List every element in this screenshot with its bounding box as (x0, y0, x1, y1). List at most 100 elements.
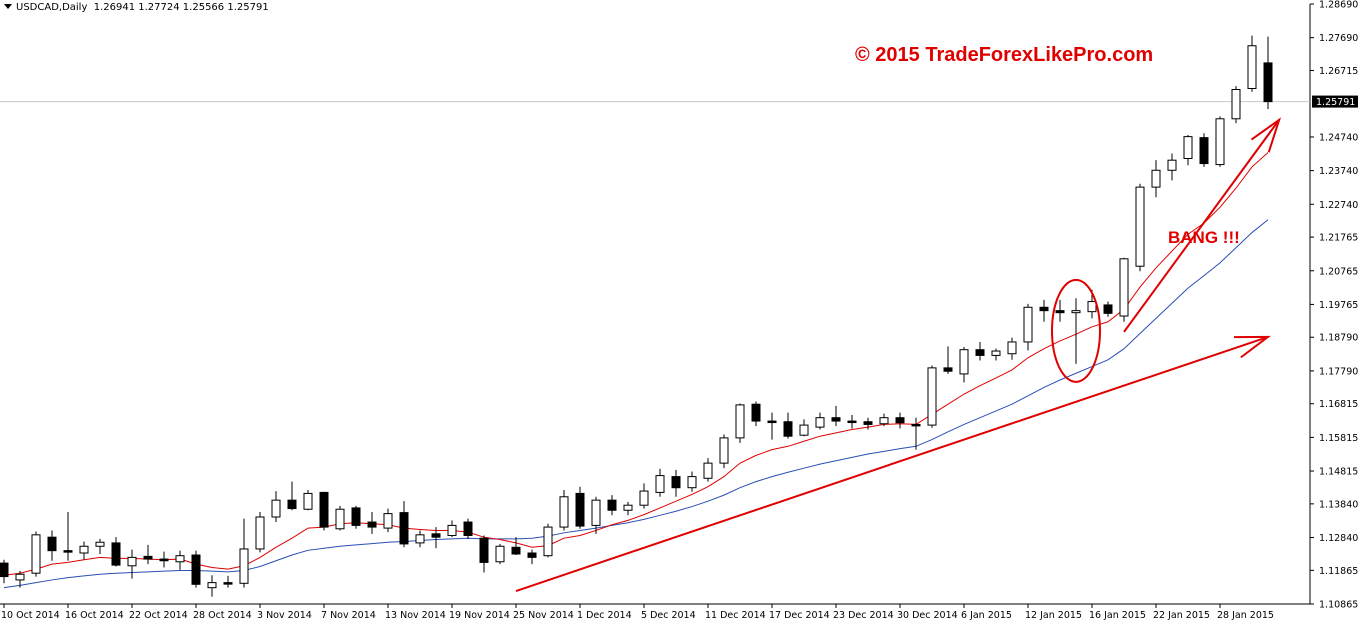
bearish-candle (767, 420, 777, 424)
bearish-candle (895, 417, 905, 424)
bearish-candle (0, 562, 9, 578)
symbol-label: USDCAD,Daily (16, 2, 88, 13)
price-tick-label: 1.12840 (1319, 533, 1358, 544)
bearish-candle (943, 367, 953, 372)
long-term-trend-arrow (515, 335, 1269, 592)
bullish-candle (255, 516, 265, 550)
time-tick-label: 28 Oct 2014 (193, 610, 252, 621)
time-tick-label: 16 Oct 2014 (65, 610, 124, 621)
bearish-candle (863, 421, 873, 425)
price-tick-label: 1.26715 (1319, 66, 1358, 77)
price-tick-label: 1.24740 (1319, 132, 1358, 143)
bullish-candle (335, 508, 345, 530)
time-tick-label: 25 Nov 2014 (513, 610, 574, 621)
bearish-candle (671, 476, 681, 489)
price-tick-label: 1.27690 (1319, 33, 1358, 44)
bearish-candle (607, 499, 617, 511)
bullish-candle (1167, 159, 1177, 171)
bearish-candle (751, 403, 761, 422)
bullish-candle (95, 541, 105, 547)
price-tick-label: 1.13840 (1319, 499, 1358, 510)
bullish-candle (447, 524, 457, 537)
bullish-candle (1183, 136, 1193, 160)
time-tick-label: 13 Nov 2014 (385, 610, 446, 621)
bearish-candle (1039, 306, 1049, 312)
bearish-candle (1199, 137, 1209, 165)
bearish-candle (431, 533, 441, 538)
bullish-candle (655, 475, 665, 493)
bullish-candle (175, 555, 185, 563)
bearish-candle (975, 349, 985, 356)
price-tick-label: 1.28690 (1319, 0, 1358, 11)
bullish-candle (623, 504, 633, 511)
current-price-box (1312, 95, 1358, 108)
time-tick-label: 22 Oct 2014 (129, 610, 188, 621)
time-tick-label: 3 Nov 2014 (257, 610, 312, 621)
time-tick-label: 1 Dec 2014 (577, 610, 632, 621)
bearish-candle (143, 555, 153, 560)
time-tick-label: 17 Dec 2014 (769, 610, 830, 621)
bearish-candle (831, 417, 841, 422)
price-tick-label: 1.19765 (1319, 300, 1358, 311)
price-tick-label: 1.20765 (1319, 266, 1358, 277)
bullish-candle (271, 499, 281, 518)
bearish-candle (911, 423, 921, 427)
time-tick-label: 10 Oct 2014 (1, 610, 60, 621)
time-tick-label: 23 Dec 2014 (833, 610, 894, 621)
bullish-candle (1007, 341, 1017, 355)
bang-annotation: BANG !!! (1168, 228, 1240, 247)
bearish-candle (1263, 62, 1273, 103)
price-tick-label: 1.21765 (1319, 233, 1358, 244)
breakout-trend-arrow (1123, 119, 1281, 333)
bearish-candle (63, 550, 73, 553)
bearish-candle (111, 542, 121, 566)
time-tick-label: 7 Nov 2014 (321, 610, 376, 621)
bearish-candle (47, 536, 57, 552)
bullish-candle (991, 350, 1001, 356)
bearish-candle (847, 420, 857, 424)
price-tick-label: 1.14815 (1319, 467, 1358, 478)
bullish-candle (799, 424, 809, 436)
time-tick-label: 16 Jan 2015 (1089, 610, 1146, 621)
price-tick-label: 1.17790 (1319, 366, 1358, 377)
time-tick-label: 30 Dec 2014 (897, 610, 958, 621)
dropdown-triangle-icon[interactable] (4, 4, 12, 9)
bearish-candle (511, 546, 521, 555)
bearish-candle (1103, 304, 1113, 314)
bearish-candle (351, 507, 361, 526)
bearish-candle (223, 582, 233, 585)
bullish-candle (959, 349, 969, 375)
bullish-candle (1087, 301, 1097, 313)
bullish-candle (127, 556, 137, 567)
time-tick-label: 6 Jan 2015 (961, 610, 1012, 621)
bullish-candle (239, 548, 249, 584)
bullish-candle (719, 437, 729, 464)
fast-ma-line (3, 152, 1269, 576)
breakout-trend-arrow-head (1250, 117, 1282, 153)
time-tick-label: 5 Dec 2014 (641, 610, 696, 621)
price-tick-label: 1.10865 (1319, 600, 1358, 611)
chart-header: USDCAD,Daily 1.26941 1.27724 1.25566 1.2… (2, 2, 269, 13)
time-tick-label: 28 Jan 2015 (1217, 610, 1274, 621)
time-tick-label: 12 Jan 2015 (1025, 610, 1082, 621)
bullish-candle (1215, 118, 1225, 166)
bullish-candle (1151, 169, 1161, 188)
bullish-candle (415, 534, 425, 544)
bullish-candle (15, 573, 25, 581)
bullish-candle (735, 404, 745, 439)
bullish-candle (207, 582, 217, 589)
bullish-candle (927, 367, 937, 426)
copyright-watermark: © 2015 TradeForexLikePro.com (855, 44, 1154, 66)
bearish-candle (463, 521, 473, 537)
bearish-candle (1055, 310, 1065, 314)
bullish-candle (703, 462, 713, 479)
bullish-candle (591, 499, 601, 526)
bearish-candle (783, 421, 793, 437)
current-price-label: 1.25791 (1316, 97, 1355, 108)
price-tick-label: 1.15815 (1319, 433, 1358, 444)
bullish-candle (79, 545, 89, 554)
bearish-candle (399, 512, 409, 545)
bullish-candle (1135, 186, 1145, 267)
